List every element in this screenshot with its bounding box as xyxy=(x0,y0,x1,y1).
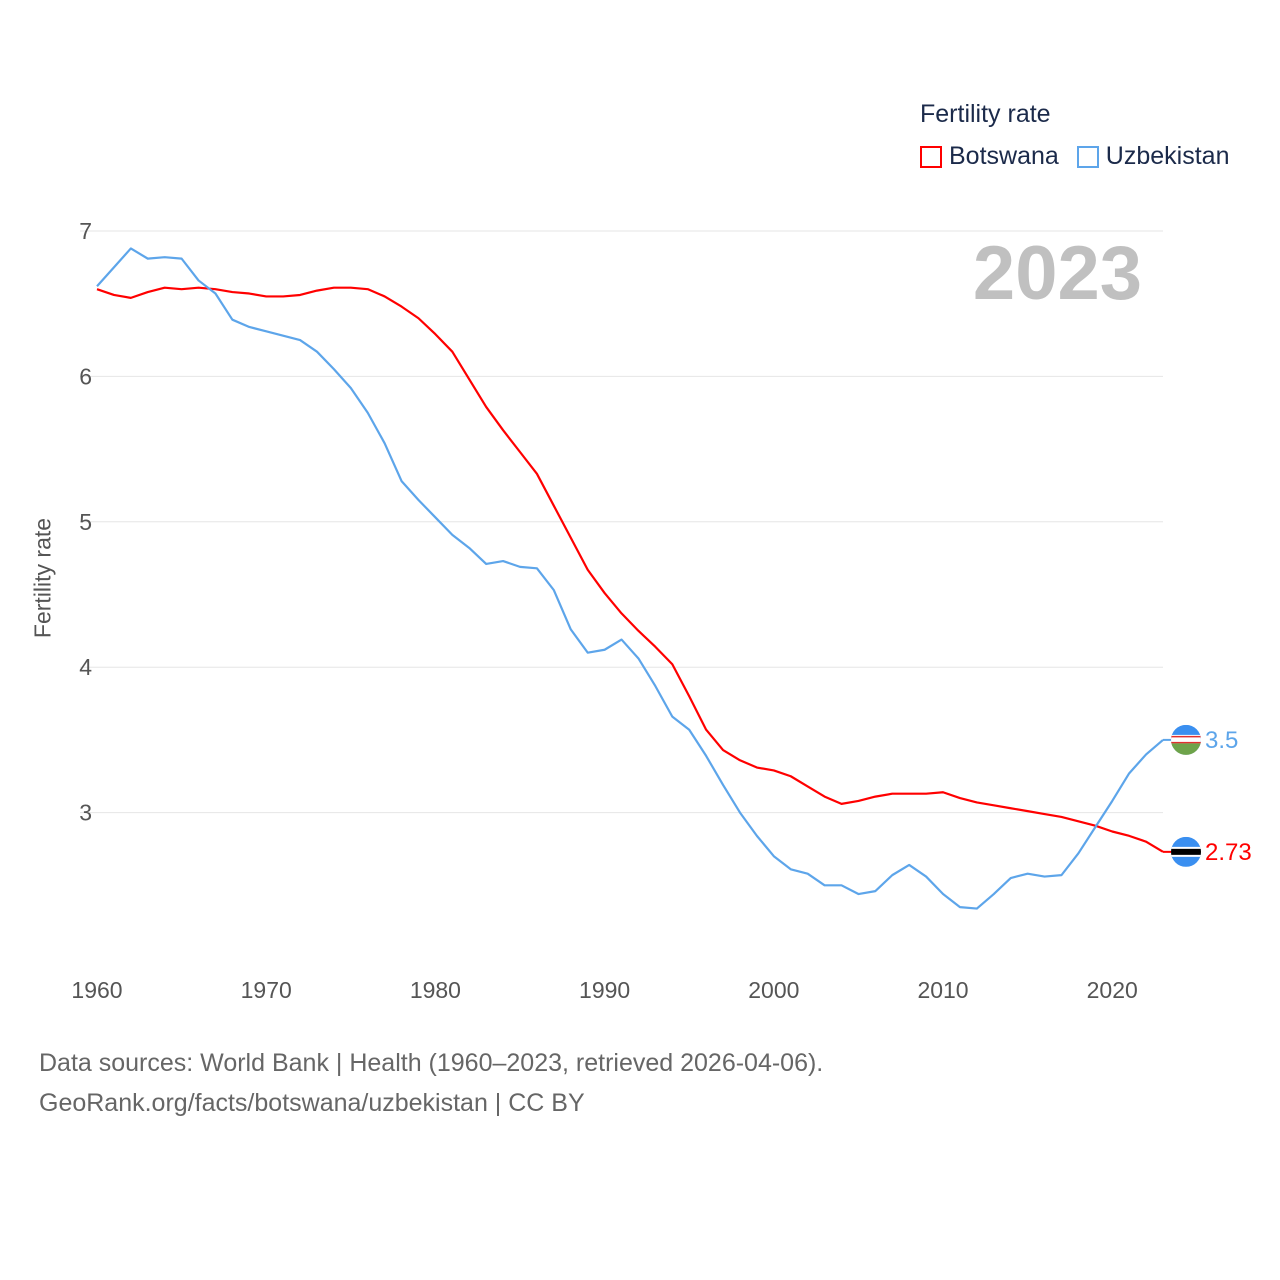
botswana-flag-icon xyxy=(1171,836,1201,867)
legend: Botswana Uzbekistan xyxy=(920,142,1229,171)
series-line-botswana xyxy=(96,286,1164,853)
y-tick-label: 5 xyxy=(79,509,92,535)
legend-label-botswana: Botswana xyxy=(949,142,1059,170)
footer: Data sources: World Bank | Health (1960–… xyxy=(39,1043,823,1123)
x-tick-label: 1970 xyxy=(241,977,292,1003)
end-value-label-uzbekistan: 3.5 xyxy=(1205,727,1238,754)
legend-label-uzbekistan: Uzbekistan xyxy=(1105,142,1230,170)
y-tick-label: 4 xyxy=(79,654,92,680)
x-tick-label: 1990 xyxy=(579,977,630,1003)
attribution-link[interactable]: GeoRank.org/facts/botswana/uzbekistan | … xyxy=(39,1089,585,1117)
legend-swatch-uzbekistan xyxy=(1076,145,1099,168)
legend-title: Fertility rate xyxy=(920,100,1051,128)
y-tick-label: 3 xyxy=(79,800,92,826)
x-tick-label: 2020 xyxy=(1087,977,1138,1003)
end-value-label-botswana: 2.73 xyxy=(1205,839,1252,866)
x-tick-label: 1960 xyxy=(71,977,122,1003)
x-tick-label: 1980 xyxy=(410,977,461,1003)
y-tick-label: 6 xyxy=(79,363,92,389)
legend-item-botswana[interactable]: Botswana xyxy=(920,142,1059,171)
legend-item-uzbekistan[interactable]: Uzbekistan xyxy=(1076,142,1230,171)
y-tick-label: 7 xyxy=(79,218,92,244)
legend-swatch-botswana xyxy=(920,145,942,168)
data-source-text: Data sources: World Bank | Health (1960–… xyxy=(39,1049,824,1077)
series-line-uzbekistan xyxy=(96,247,1164,910)
year-label: 2023 xyxy=(972,231,1142,316)
x-tick-label: 2010 xyxy=(917,977,968,1003)
uzbekistan-flag-icon xyxy=(1171,724,1201,755)
x-tick-label: 2000 xyxy=(748,977,799,1003)
